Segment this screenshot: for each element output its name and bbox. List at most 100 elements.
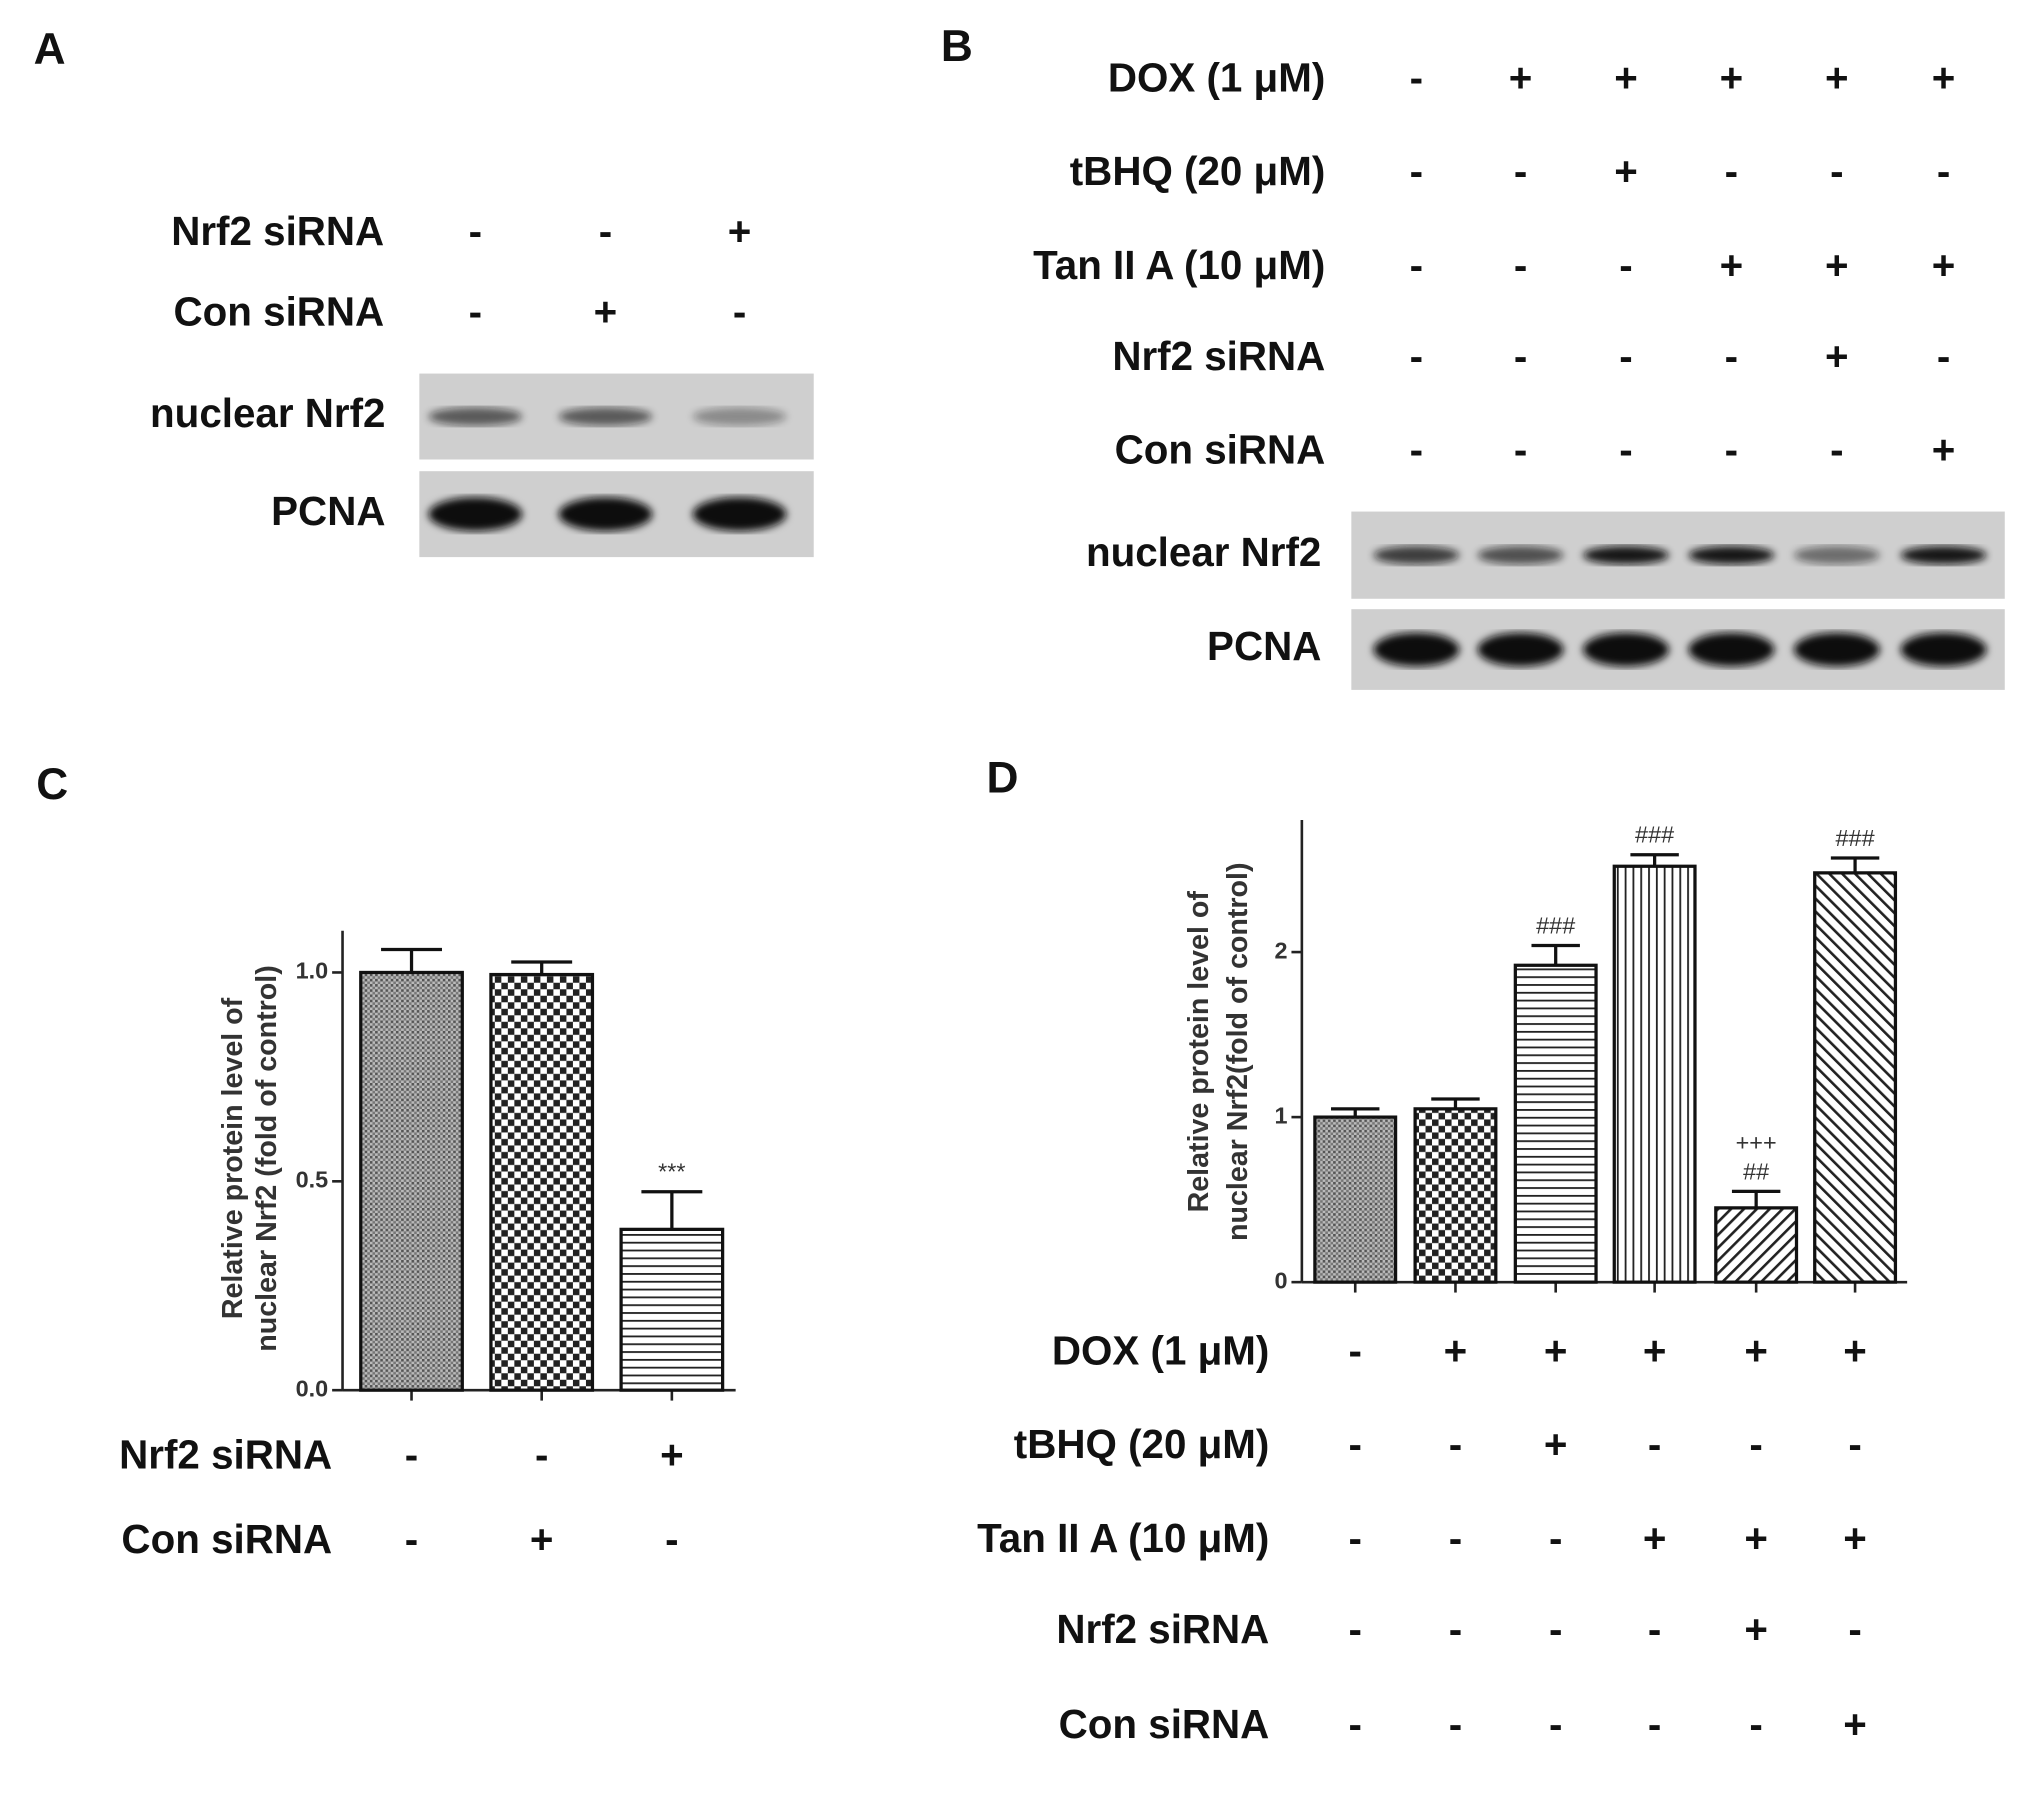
treatment-sign: + (1744, 1515, 1768, 1561)
treatment-sign: + (1444, 1327, 1468, 1373)
treatment-sign: + (1643, 1515, 1667, 1561)
band-label: nuclear Nrf2 (150, 390, 385, 436)
blot-band (1793, 632, 1880, 667)
treatment-sign: + (1825, 333, 1849, 379)
treatment-sign: - (1830, 148, 1843, 194)
treatment-sign: - (1410, 427, 1423, 473)
significance-mark: ### (1635, 822, 1674, 848)
treatment-sign: - (1749, 1701, 1762, 1747)
blot-band (1477, 546, 1564, 565)
treatment-sign: + (594, 289, 618, 335)
treatment-sign: - (1830, 427, 1843, 473)
treatment-sign: + (1932, 242, 1956, 288)
blot-band (1900, 632, 1987, 667)
treatment-sign: - (1619, 333, 1632, 379)
treatment-sign: + (1843, 1701, 1867, 1747)
panel-letter: C (36, 760, 68, 809)
treatment-label: DOX (1 μM) (1108, 54, 1325, 100)
y-axis-label: nuclear Nrf2 (fold of control) (251, 965, 283, 1351)
treatment-sign: - (1725, 427, 1738, 473)
y-tick-label: 2 (1275, 937, 1288, 963)
y-tick-label: 0 (1275, 1267, 1288, 1293)
treatment-sign: + (1825, 54, 1849, 100)
blot-strip (1351, 511, 2005, 599)
bar (1813, 871, 1898, 1284)
significance-mark: ## (1743, 1158, 1769, 1184)
y-tick-label: 0.5 (296, 1167, 329, 1193)
y-axis-label: Relative protein level of (1183, 891, 1215, 1213)
treatment-sign: - (1349, 1701, 1362, 1747)
y-axis-label: Relative protein level of (217, 997, 249, 1319)
treatment-sign: + (728, 208, 752, 254)
significance-mark: ### (1836, 825, 1875, 851)
treatment-label: Con siRNA (121, 1516, 332, 1562)
treatment-sign: + (1744, 1327, 1768, 1373)
treatment-label: tBHQ (20 μM) (1070, 148, 1326, 194)
blot-band (1900, 546, 1987, 565)
blot-band (1583, 546, 1669, 565)
y-tick-label: 1.0 (296, 958, 329, 984)
treatment-sign: + (1720, 54, 1744, 100)
blot-band (1688, 546, 1775, 565)
treatment-sign: - (733, 289, 746, 335)
treatment-sign: - (1937, 333, 1950, 379)
y-tick-label: 0.0 (296, 1375, 329, 1401)
blot-band (692, 407, 787, 426)
treatment-sign: - (1725, 148, 1738, 194)
treatment-label: DOX (1 μM) (1052, 1327, 1269, 1373)
blot-band (692, 497, 787, 532)
band-label: nuclear Nrf2 (1086, 529, 1321, 575)
bar (489, 972, 595, 1392)
treatment-sign: - (1648, 1701, 1661, 1747)
bar (1714, 1206, 1799, 1284)
blot-band (1373, 546, 1460, 565)
blot-strip (1351, 609, 2005, 690)
treatment-sign: - (1349, 1421, 1362, 1467)
blot-band (428, 407, 523, 426)
treatment-sign: - (1410, 148, 1423, 194)
treatment-label: Nrf2 siRNA (119, 1432, 332, 1478)
treatment-label: Nrf2 siRNA (1112, 333, 1325, 379)
panel-letter: B (941, 22, 973, 71)
treatment-sign: - (1937, 148, 1950, 194)
panel-letter: A (34, 25, 66, 74)
treatment-label: Con siRNA (174, 289, 385, 335)
treatment-sign: - (1410, 333, 1423, 379)
treatment-sign: + (1614, 54, 1638, 100)
treatment-sign: - (1349, 1515, 1362, 1561)
treatment-sign: + (1744, 1606, 1768, 1652)
treatment-sign: + (1825, 242, 1849, 288)
treatment-label: tBHQ (20 μM) (1014, 1421, 1270, 1467)
treatment-sign: - (1848, 1606, 1861, 1652)
bar (1413, 1107, 1498, 1284)
bar (619, 1227, 725, 1392)
treatment-sign: - (1619, 242, 1632, 288)
significance-mark: ### (1536, 912, 1575, 938)
treatment-sign: - (599, 208, 612, 254)
treatment-sign: - (1619, 427, 1632, 473)
treatment-sign: + (1932, 427, 1956, 473)
treatment-label: Con siRNA (1115, 427, 1326, 473)
treatment-sign: - (1449, 1701, 1462, 1747)
treatment-label: Tan II A (10 μM) (977, 1515, 1269, 1561)
treatment-sign: + (1932, 54, 1956, 100)
blot-band (1477, 632, 1564, 667)
y-tick-label: 1 (1275, 1102, 1288, 1128)
bar (1612, 864, 1697, 1284)
treatment-sign: - (1449, 1606, 1462, 1652)
bar (359, 970, 464, 1392)
treatment-sign: - (665, 1516, 678, 1562)
treatment-sign: - (1549, 1701, 1562, 1747)
treatment-sign: - (405, 1516, 418, 1562)
y-axis-label: nuclear Nrf2(fold of control) (1222, 862, 1254, 1241)
treatment-sign: - (1349, 1327, 1362, 1373)
bar (1513, 963, 1598, 1284)
treatment-sign: + (1544, 1421, 1568, 1467)
treatment-sign: - (1410, 242, 1423, 288)
treatment-label: Con siRNA (1059, 1701, 1270, 1747)
treatment-sign: + (1720, 242, 1744, 288)
blot-band (1688, 632, 1775, 667)
treatment-sign: - (1648, 1606, 1661, 1652)
treatment-sign: + (530, 1516, 554, 1562)
